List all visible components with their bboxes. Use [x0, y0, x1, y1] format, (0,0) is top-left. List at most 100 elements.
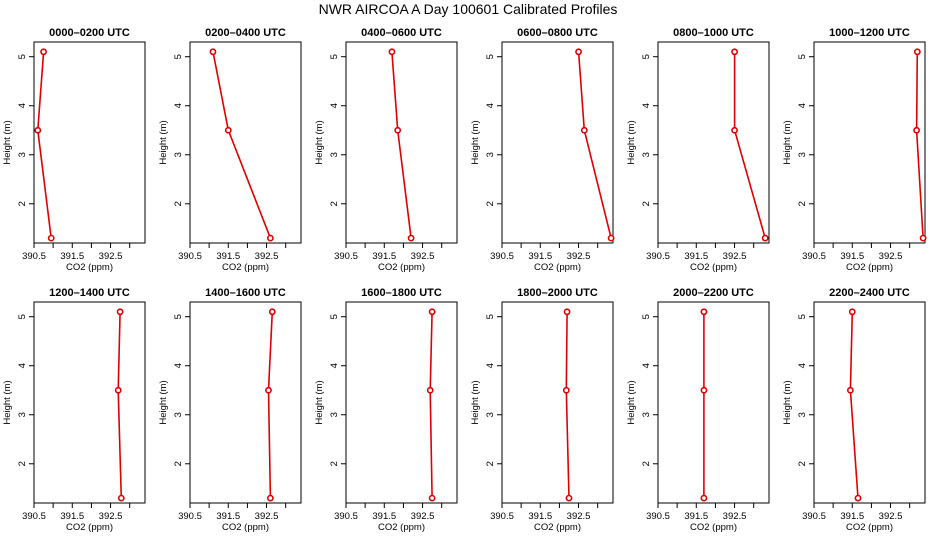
plot-frame [501, 301, 614, 504]
y-axis-label: Height (m) [158, 380, 169, 424]
y-tick-label: 5 [485, 54, 496, 59]
y-tick-label: 3 [485, 152, 496, 157]
profile-point [580, 126, 588, 134]
x-tick-label: 392.5 [879, 251, 903, 262]
profile-point [700, 386, 708, 394]
x-axis-label: CO2 (ppm) [378, 262, 425, 273]
profile-point [117, 494, 125, 502]
x-tick-label: 392.5 [255, 511, 279, 522]
profile-point [428, 308, 436, 316]
x-axis-label: CO2 (ppm) [690, 522, 737, 533]
x-axis-label: CO2 (ppm) [534, 522, 581, 533]
panel-title: 1600–1800 UTC [361, 287, 442, 299]
panel-title: 2000–2200 UTC [673, 287, 754, 299]
y-tick-label: 4 [329, 103, 340, 108]
x-tick-label: 391.5 [840, 511, 864, 522]
x-axis-label: CO2 (ppm) [534, 262, 581, 273]
plot-frame [813, 301, 926, 504]
y-tick-label: 5 [17, 54, 28, 59]
x-tick-label: 392.5 [723, 251, 747, 262]
panel-title: 0600–0800 UTC [517, 27, 598, 39]
profile-point [919, 234, 927, 242]
y-axis-label: Height (m) [2, 380, 13, 424]
y-axis-label: Height (m) [158, 120, 169, 164]
panel-title: 0400–0600 UTC [361, 27, 442, 39]
plot-frame [33, 301, 146, 504]
plot-frame [33, 41, 146, 244]
profile-point [731, 48, 738, 56]
y-tick-label: 5 [329, 54, 340, 59]
y-tick-label: 2 [485, 201, 496, 206]
x-tick-label: 392.5 [411, 511, 435, 522]
y-tick-label: 4 [173, 363, 184, 368]
x-tick-label: 391.5 [684, 511, 708, 522]
y-tick-label: 2 [17, 461, 28, 466]
profile-point [761, 234, 769, 242]
y-tick-label: 4 [485, 363, 496, 368]
profile-point [565, 494, 573, 502]
x-tick-label: 391.5 [528, 511, 552, 522]
y-tick-label: 2 [173, 201, 184, 206]
plot-frame [345, 301, 458, 504]
plot-frame [189, 41, 302, 244]
x-axis-label: CO2 (ppm) [846, 522, 893, 533]
profile-point [700, 494, 708, 502]
profile-point [209, 48, 217, 56]
x-tick-label: 392.5 [723, 511, 747, 522]
y-tick-label: 5 [641, 314, 652, 319]
x-axis-label: CO2 (ppm) [66, 522, 113, 533]
y-tick-label: 5 [485, 314, 496, 319]
panel-title: 1200–1400 UTC [49, 287, 130, 299]
panel-title: 1400–1600 UTC [205, 287, 286, 299]
plot-frame [189, 301, 302, 504]
profile-line [577, 51, 612, 239]
x-tick-label: 391.5 [684, 251, 708, 262]
y-tick-label: 2 [641, 461, 652, 466]
profile-point [40, 48, 47, 56]
x-axis-label: CO2 (ppm) [66, 262, 113, 273]
y-tick-label: 3 [797, 152, 808, 157]
y-tick-label: 5 [173, 314, 184, 319]
x-axis-label: CO2 (ppm) [222, 262, 269, 273]
x-tick-label: 390.5 [802, 511, 826, 522]
y-axis-label: Height (m) [782, 120, 793, 164]
y-tick-label: 4 [641, 363, 652, 368]
profile-point [34, 126, 42, 134]
y-tick-label: 3 [329, 152, 340, 157]
x-tick-label: 391.5 [372, 511, 396, 522]
profile-point [268, 308, 276, 316]
profile-line [429, 311, 433, 499]
plot-frame [345, 41, 458, 244]
x-tick-label: 391.5 [528, 251, 552, 262]
x-tick-label: 391.5 [372, 251, 396, 262]
profile-point [426, 386, 434, 394]
y-tick-label: 3 [17, 152, 28, 157]
x-tick-label: 390.5 [178, 511, 202, 522]
x-tick-label: 390.5 [646, 511, 670, 522]
profile-point [700, 308, 708, 316]
y-tick-label: 4 [485, 103, 496, 108]
x-tick-label: 391.5 [216, 251, 240, 262]
profile-point [116, 308, 124, 316]
y-tick-label: 3 [17, 412, 28, 417]
x-tick-label: 391.5 [216, 511, 240, 522]
y-tick-label: 5 [173, 54, 184, 59]
y-tick-label: 4 [797, 363, 808, 368]
y-axis-label: Height (m) [314, 380, 325, 424]
x-tick-label: 390.5 [178, 251, 202, 262]
profile-point [266, 494, 274, 502]
y-tick-label: 3 [173, 152, 184, 157]
y-tick-label: 5 [17, 314, 28, 319]
y-tick-label: 4 [17, 103, 28, 108]
page-title: NWR AIRCOA A Day 100601 Calibrated Profi… [318, 1, 618, 17]
x-axis-label: CO2 (ppm) [222, 522, 269, 533]
y-tick-label: 5 [329, 314, 340, 319]
y-tick-label: 3 [641, 412, 652, 417]
profile-point [224, 126, 232, 134]
